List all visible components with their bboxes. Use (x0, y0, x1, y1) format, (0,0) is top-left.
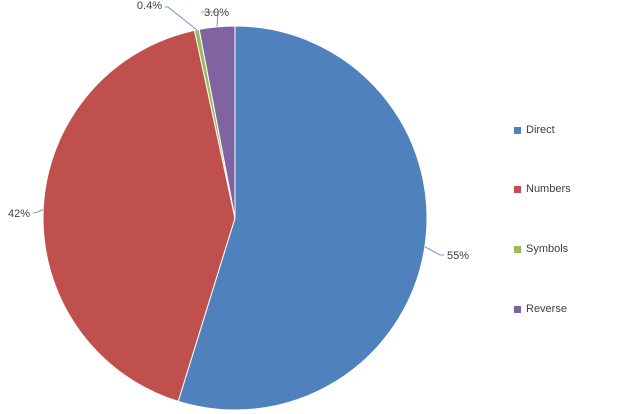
legend-swatch-direct (514, 126, 521, 134)
legend-swatch-reverse (514, 305, 521, 313)
legend-item-numbers: Numbers (514, 182, 571, 196)
leader-line-reverse (201, 11, 219, 27)
legend-swatch-numbers (514, 185, 521, 193)
legend-label-symbols: Symbols (526, 243, 569, 255)
data-label-symbols: 0.4% (137, 0, 162, 12)
legend-label-reverse: Reverse (526, 303, 567, 315)
pie-slice-numbers (42, 29, 236, 403)
data-label-reverse: 3.0% (204, 7, 229, 19)
leader-line-numbers (33, 209, 44, 214)
data-label-direct: 55% (447, 250, 469, 262)
leader-line-direct (424, 246, 444, 256)
legend: Direct Numbers Symbols Reverse (514, 0, 614, 414)
legend-label-numbers: Numbers (526, 183, 571, 195)
data-label-numbers: 42% (8, 208, 30, 220)
legend-item-symbols: Symbols (514, 242, 568, 256)
legend-item-direct: Direct (514, 123, 555, 137)
legend-label-direct: Direct (526, 124, 555, 136)
legend-item-reverse: Reverse (514, 302, 567, 316)
legend-swatch-symbols (514, 245, 521, 253)
leader-line-symbols (165, 6, 198, 31)
